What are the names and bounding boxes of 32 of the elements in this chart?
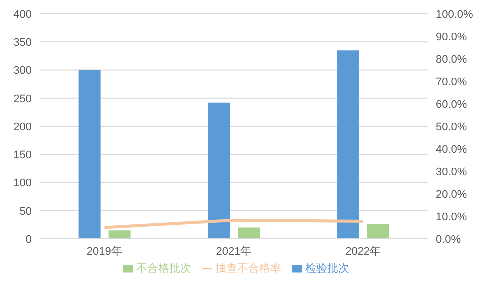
x-tick-label: 2022年 <box>346 246 382 258</box>
y-tick-label: 200 <box>14 121 32 134</box>
bar <box>238 228 260 239</box>
y-tick-label: 300 <box>14 65 32 78</box>
legend-label: 抽查不合格率 <box>216 263 282 275</box>
legend-label: 检验批次 <box>306 263 350 275</box>
y2-tick-label: 20.0% <box>436 188 468 201</box>
bar <box>108 230 131 239</box>
y-tick-label: 400 <box>14 8 32 21</box>
y-tick-label: 0 <box>26 234 32 246</box>
bar <box>208 102 230 239</box>
y-tick-label: 250 <box>14 93 32 106</box>
y-tick-label: 150 <box>14 150 32 162</box>
y-tick-label: 350 <box>14 37 32 50</box>
bar <box>78 70 101 239</box>
y2-tick-label: 100.0% <box>436 8 474 21</box>
y-tick-label: 50 <box>20 206 32 218</box>
bar <box>367 224 390 239</box>
y2-tick-label: 50.0% <box>436 121 468 134</box>
y2-tick-label: 60.0% <box>436 98 468 111</box>
y2-tick-label: 40.0% <box>436 144 468 156</box>
x-tick-label: 2019年 <box>86 246 122 258</box>
legend-label: 不合格批次 <box>136 263 192 275</box>
y-tick-label: 100 <box>14 178 32 190</box>
y2-tick-label: 70.0% <box>436 76 468 88</box>
x-tick-label: 2021年 <box>216 246 252 258</box>
y2-tick-label: 30.0% <box>436 166 468 178</box>
y2-tick-label: 80.0% <box>436 54 468 66</box>
bar <box>337 50 360 239</box>
y2-tick-label: 90.0% <box>436 31 468 44</box>
y2-tick-label: 10.0% <box>436 211 468 224</box>
y2-tick-label: 0.0% <box>436 234 462 246</box>
